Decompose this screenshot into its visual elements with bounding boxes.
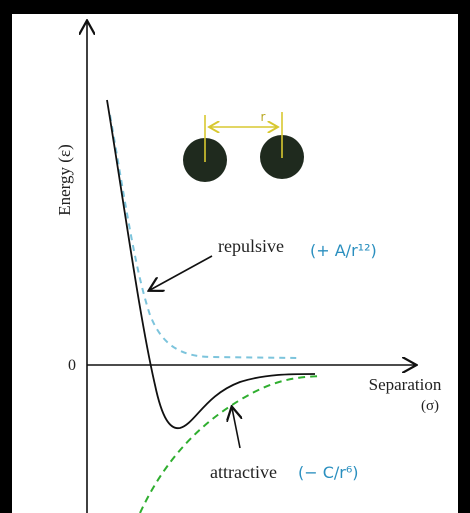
x-axis-unit: (σ): [421, 398, 439, 414]
zero-label: 0: [68, 357, 76, 374]
distance-label: r: [261, 110, 266, 124]
repulsive-formula: (+ A/r¹²): [310, 241, 377, 260]
repulsive-arrow: [150, 255, 213, 290]
attractive-arrow: [232, 408, 240, 449]
repulsive-label: repulsive: [218, 236, 284, 256]
canvas: [12, 14, 458, 513]
attractive-label: attractive: [210, 462, 277, 482]
potential-curve: [106, 99, 316, 429]
y-axis-label: Energy (ε): [55, 144, 74, 216]
attractive-curve: [139, 375, 323, 513]
x-axis-label: Separation: [369, 375, 442, 394]
repulsive-curve: [109, 114, 301, 359]
attractive-formula: (− C/r⁶): [298, 463, 359, 482]
